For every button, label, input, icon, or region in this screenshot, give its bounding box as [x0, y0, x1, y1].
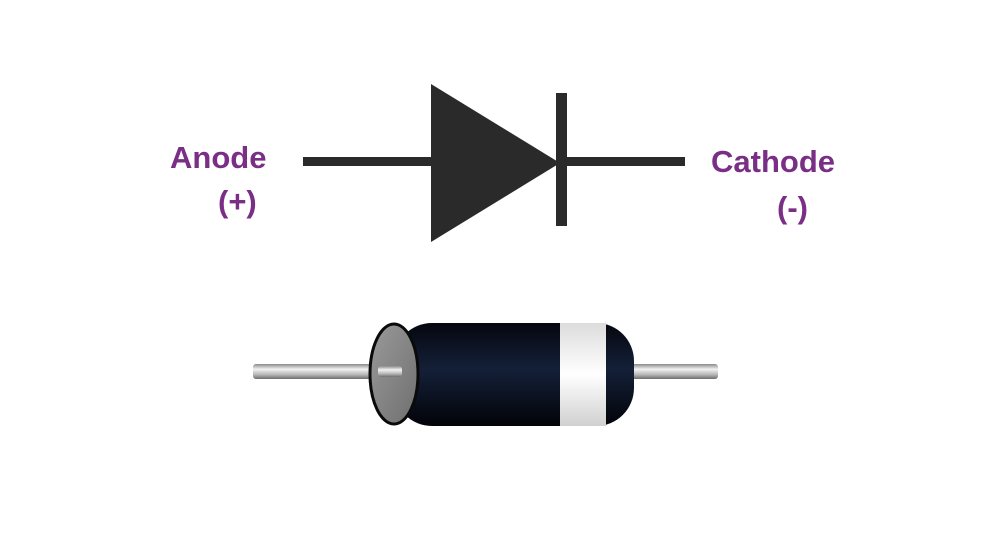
- anode-polarity-label: (+): [218, 184, 257, 219]
- right-lead: [624, 364, 718, 379]
- anode-wire: [303, 157, 433, 166]
- diode-triangle: [431, 84, 560, 242]
- lead-stub: [378, 366, 402, 377]
- diode-component-icon: [253, 322, 718, 426]
- diode-symbol-icon: [303, 84, 685, 242]
- cathode-band: [560, 323, 606, 426]
- anode-label: Anode: [170, 140, 267, 175]
- cathode-label: Cathode: [711, 144, 835, 179]
- cathode-wire: [563, 157, 685, 166]
- left-lead: [253, 364, 403, 379]
- cathode-polarity-label: (-): [777, 190, 808, 225]
- cathode-bar: [556, 93, 567, 226]
